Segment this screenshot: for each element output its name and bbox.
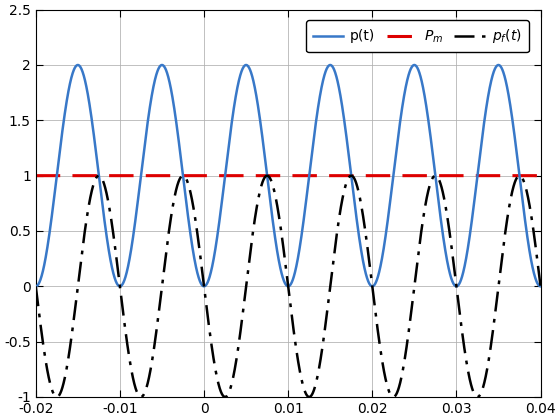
$p_f(t)$ [537,284,544,289]
$p_f(t)$ [226,388,233,394]
$p_f(t)$ [528,211,534,216]
p(t) [248,71,255,76]
$p_f(t)$ [90,182,97,187]
Line: $p_f(t)$: $p_f(t)$ [36,176,540,397]
Line: p(t): p(t) [36,65,540,286]
$P_m$ [226,173,233,178]
Legend: p(t), $P_m$, $p_f(t)$: p(t), $P_m$, $p_f(t)$ [306,21,529,52]
$P_m$ [90,173,97,178]
$P_m$ [248,173,255,178]
$p_f(t)$ [32,284,39,289]
$p_f(t)$ [248,241,255,246]
$p_f(t)$ [53,394,60,399]
p(t) [528,256,534,261]
$P_m$ [120,173,127,178]
$P_m$ [473,173,479,178]
p(t) [537,284,544,289]
p(t) [120,280,127,285]
$P_m$ [527,173,534,178]
p(t) [32,284,39,289]
p(t) [74,63,81,68]
$P_m$ [537,173,544,178]
p(t) [226,137,233,142]
p(t) [90,130,97,135]
$P_m$ [32,173,39,178]
$p_f(t)$ [473,394,480,399]
$p_f(t)$ [516,173,523,178]
$p_f(t)$ [120,313,127,318]
p(t) [473,181,480,186]
